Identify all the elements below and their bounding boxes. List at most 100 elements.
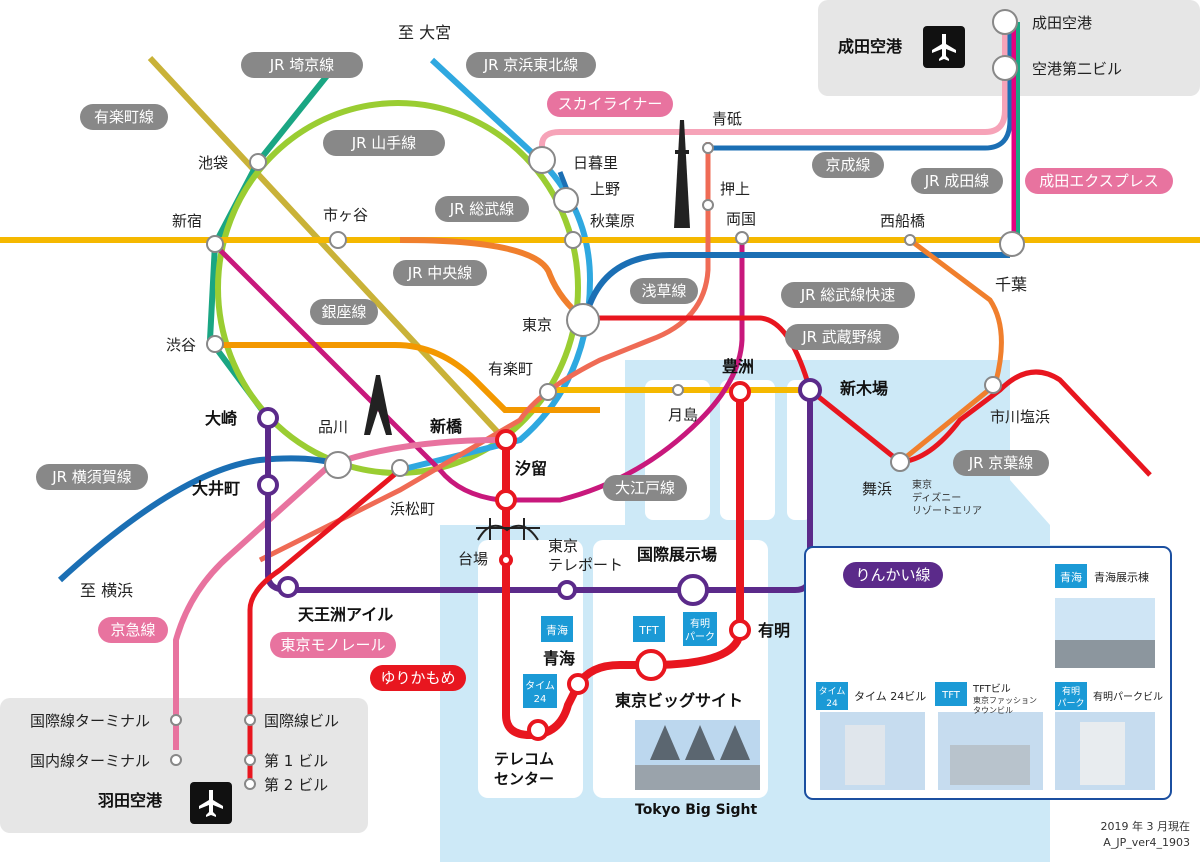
svg-text:パーク: パーク <box>1057 698 1084 709</box>
footer-code: A_JP_ver4_1903 <box>1103 836 1190 849</box>
svg-text:青海: 青海 <box>1060 570 1082 584</box>
svg-text:有明: 有明 <box>1062 685 1080 697</box>
station-ichigaya: 市ヶ谷 <box>323 206 368 224</box>
svg-text:TFTビル: TFTビル <box>972 683 1011 695</box>
station-aoto: 青砥 <box>712 110 742 128</box>
svg-text:TFT: TFT <box>638 624 659 637</box>
svg-text:有楽町線: 有楽町線 <box>94 108 154 126</box>
svg-text:りんかい線: りんかい線 <box>855 566 930 584</box>
station-ichikawashiohama: 市川塩浜 <box>990 408 1050 426</box>
oedo-line <box>213 240 745 503</box>
svg-text:スカイライナー: スカイライナー <box>558 95 663 113</box>
legend-aomi: 青海 青海展示棟 <box>1055 564 1149 588</box>
svg-text:銀座線: 銀座線 <box>321 303 366 321</box>
svg-text:有明: 有明 <box>690 617 710 630</box>
footer-date: 2019 年 3 月現在 <box>1101 819 1190 833</box>
svg-text:JR 武蔵野線: JR 武蔵野線 <box>801 328 882 346</box>
station-dom-terminal: 国内線ターミナル <box>30 752 150 770</box>
svg-text:成田エクスプレス: 成田エクスプレス <box>1039 172 1159 190</box>
line-label-chuo: JR 中央線 <box>393 260 487 286</box>
line-label-sobu-rapid: JR 総武線快速 <box>781 282 915 308</box>
direction-yokohama: 至 横浜 <box>80 581 133 600</box>
line-label-yokosuka: JR 横須賀線 <box>36 464 148 490</box>
rinkai-stations <box>257 378 822 606</box>
station-hamamatsucho: 浜松町 <box>390 500 435 518</box>
svg-text:大江戸線: 大江戸線 <box>615 479 675 497</box>
station-terminal-1: 第 1 ビル <box>264 752 328 770</box>
narita-airport-label: 成田空港 <box>838 37 903 56</box>
svg-text:JR 総武線: JR 総武線 <box>449 200 515 218</box>
line-label-keihin-tohoku: JR 京浜東北線 <box>466 52 596 78</box>
station-maihama: 舞浜 <box>862 480 892 498</box>
station-teleport-1: 東京 <box>548 537 578 555</box>
svg-text:JR 山手線: JR 山手線 <box>351 134 417 152</box>
line-label-asakusa: 浅草線 <box>630 278 698 304</box>
svg-text:24: 24 <box>534 694 547 705</box>
monorail-line <box>247 468 402 785</box>
station-akihabara: 秋葉原 <box>590 212 635 230</box>
line-label-rinkai: りんかい線 <box>843 562 943 588</box>
line-label-oedo: 大江戸線 <box>603 475 687 501</box>
svg-text:京成線: 京成線 <box>825 156 870 174</box>
badge-time24: タイム 24 <box>523 674 557 708</box>
tokyo-tower-icon <box>364 375 392 435</box>
line-label-narita-express: 成田エクスプレス <box>1025 168 1173 194</box>
line-label-narita-line: JR 成田線 <box>911 168 1003 194</box>
line-label-skyliner: スカイライナー <box>547 91 673 117</box>
ginza-line <box>215 342 600 413</box>
station-oimachi: 大井町 <box>192 479 240 498</box>
svg-text:TFT: TFT <box>941 690 961 701</box>
svg-text:ゆりかもめ: ゆりかもめ <box>380 669 455 687</box>
svg-text:JR 京浜東北線: JR 京浜東北線 <box>483 56 579 74</box>
legend-time24: タイム 24 タイム 24ビル <box>816 682 926 710</box>
asakusa-line <box>258 142 711 563</box>
rainbow-bridge-icon <box>476 518 540 541</box>
station-shibuya: 渋谷 <box>166 336 196 354</box>
station-tsukishima: 月島 <box>668 406 698 424</box>
station-kokusai-tenjijo: 国際展示場 <box>637 545 717 564</box>
station-ryogoku: 両国 <box>726 210 756 228</box>
svg-text:京急線: 京急線 <box>110 621 155 639</box>
svg-text:タイム: タイム <box>525 680 555 692</box>
station-osaki: 大崎 <box>205 409 237 428</box>
station-ueno: 上野 <box>590 180 620 198</box>
svg-text:24: 24 <box>826 699 838 709</box>
station-aomi: 青海 <box>543 649 575 668</box>
skytree-icon <box>674 120 690 228</box>
svg-text:JR 総武線快速: JR 総武線快速 <box>800 286 896 304</box>
station-ariake: 有明 <box>758 621 790 640</box>
line-label-yurakucho: 有楽町線 <box>80 104 168 130</box>
badge-ariake-park: 有明 パーク <box>683 612 717 646</box>
airplane-icon <box>190 782 232 824</box>
direction-omiya: 至 大宮 <box>398 23 451 42</box>
station-narita-t2: 空港第二ビル <box>1032 60 1122 78</box>
svg-text:JR 横須賀線: JR 横須賀線 <box>51 468 132 486</box>
badge-aomi: 青海 <box>541 616 573 642</box>
skyliner-line <box>539 22 1008 160</box>
station-shinkiba: 新木場 <box>840 379 888 398</box>
badge-tft: TFT <box>633 616 665 642</box>
line-label-keisei: 京成線 <box>812 152 884 178</box>
line-label-yamanote: JR 山手線 <box>323 130 445 156</box>
svg-text:東京ファッション: 東京ファッション <box>973 695 1037 705</box>
station-daiba: 台場 <box>458 550 488 568</box>
station-terminal-2: 第 2 ビル <box>264 776 328 794</box>
station-nippori: 日暮里 <box>573 154 618 172</box>
station-yurakucho: 有楽町 <box>488 360 533 378</box>
chuo-tokyo-branch <box>399 237 587 323</box>
station-shiodome: 汐留 <box>515 459 547 478</box>
station-intl-bldg: 国際線ビル <box>264 712 339 730</box>
legend-tft: TFT TFTビル 東京ファッション タウンビル <box>935 682 1037 715</box>
svg-text:JR 中央線: JR 中央線 <box>407 264 473 282</box>
keiyo-line <box>585 315 1152 477</box>
disney-label-2: ディズニー <box>912 491 961 504</box>
station-narita-t1: 成田空港 <box>1032 14 1092 32</box>
line-label-sobu: JR 総武線 <box>435 196 529 222</box>
station-markers <box>170 9 1025 790</box>
station-shimbashi: 新橋 <box>430 417 463 436</box>
line-label-ginza: 銀座線 <box>310 299 378 325</box>
station-tennozu-isle: 天王洲アイル <box>298 605 393 624</box>
station-nishifunabashi: 西船橋 <box>880 212 925 230</box>
airplane-icon <box>923 26 965 68</box>
